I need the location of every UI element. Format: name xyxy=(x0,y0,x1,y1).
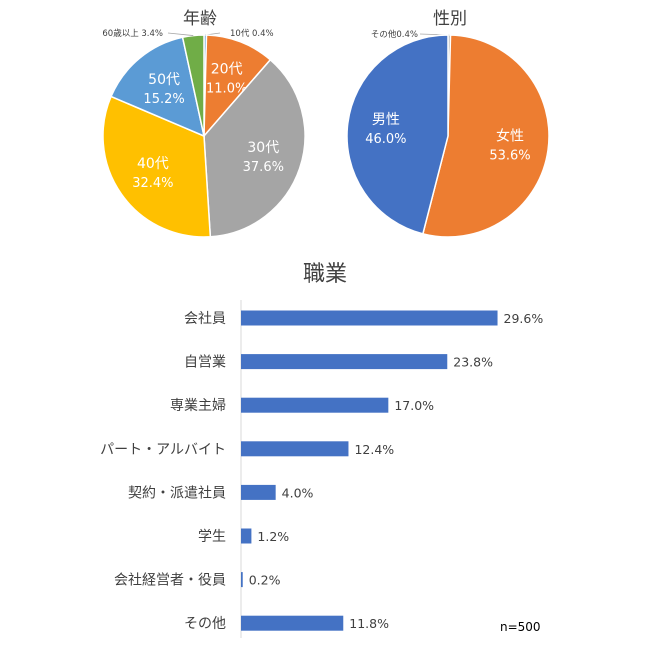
category-label-0: 会社員 xyxy=(184,311,226,327)
bar-7 xyxy=(241,615,344,631)
bar-1 xyxy=(241,354,448,370)
bar-value-label-2: 17.0% xyxy=(394,398,434,413)
age-chart-title: 年齢 xyxy=(183,9,217,29)
age-slice-value-2: 37.6% xyxy=(243,160,284,175)
age-slice-3 xyxy=(102,95,212,238)
category-label-2: 専業主婦 xyxy=(170,397,226,414)
gender-slice-label-1: 女性 xyxy=(496,128,524,145)
age-slice-4 xyxy=(110,36,206,138)
sample-size-note: n=500 xyxy=(500,620,541,634)
age-slice-label-3: 40代 xyxy=(137,156,169,172)
bar-value-label-6: 0.2% xyxy=(249,573,281,588)
category-label-7: その他 xyxy=(184,616,226,632)
bar-5 xyxy=(241,528,252,544)
age-slice-value-4: 15.2% xyxy=(143,92,184,107)
gender-slice-1 xyxy=(421,34,550,238)
gender-slice-value-2: 46.0% xyxy=(365,132,406,147)
age-slice-1 xyxy=(203,34,272,139)
gender-slice-value-1: 53.6% xyxy=(489,149,530,164)
gender-slice-label-2: 男性 xyxy=(372,112,400,128)
category-label-5: 学生 xyxy=(198,529,226,545)
gender-outside-label-0: その他0.4% xyxy=(371,29,418,40)
category-label-4: 契約・派遣社員 xyxy=(128,485,226,501)
category-label-3: パート・アルバイト xyxy=(100,442,226,458)
bar-3 xyxy=(241,441,349,457)
bar-value-label-1: 23.8% xyxy=(453,355,493,370)
category-label-1: 自営業 xyxy=(184,355,226,371)
gender-slice-2 xyxy=(346,34,449,235)
age-slice-value-3: 32.4% xyxy=(132,176,173,191)
age-slice-value-1: 11.0% xyxy=(206,82,247,97)
age-slice-label-4: 50代 xyxy=(148,72,180,88)
bar-2 xyxy=(241,397,389,413)
bar-value-label-4: 4.0% xyxy=(282,485,314,500)
age-slice-label-1: 20代 xyxy=(211,62,243,78)
bar-value-label-7: 11.8% xyxy=(349,616,389,631)
bar-0 xyxy=(241,310,498,326)
bar-4 xyxy=(241,484,276,500)
bar-value-label-0: 29.6% xyxy=(504,311,544,326)
age-outside-label-5: 60歳以上 3.4% xyxy=(102,28,163,39)
category-label-6: 会社経営者・役員 xyxy=(114,573,226,589)
bar-value-label-5: 1.2% xyxy=(257,529,289,544)
bar-6 xyxy=(241,572,243,588)
age-slice-label-2: 30代 xyxy=(247,140,279,156)
occupation-chart-title: 職業 xyxy=(302,262,347,287)
gender-chart-title: 性別 xyxy=(433,9,467,29)
bar-value-label-3: 12.4% xyxy=(354,442,394,457)
age-leader-line-5 xyxy=(167,32,194,36)
age-slice-2 xyxy=(203,58,306,238)
age-outside-label-0: 10代 0.4% xyxy=(230,28,274,39)
